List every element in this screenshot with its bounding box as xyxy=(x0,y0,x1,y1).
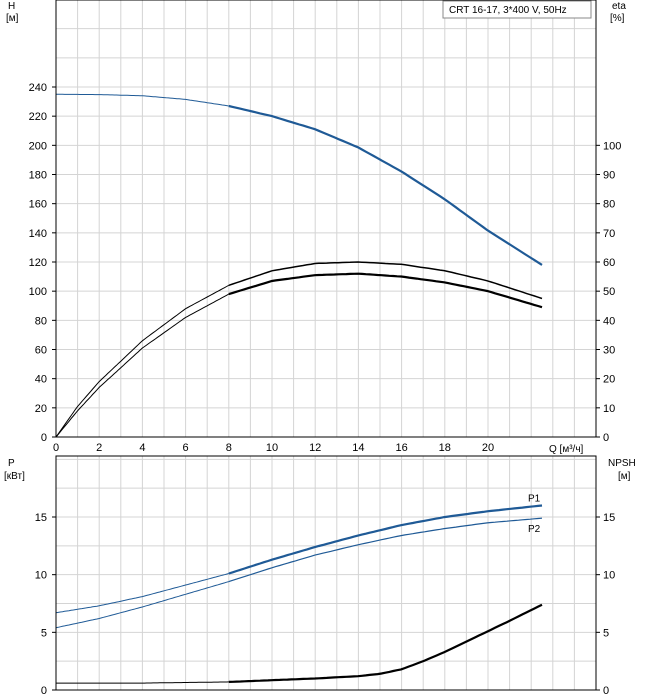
bottom-left-tick-label: 5 xyxy=(41,627,47,639)
top-right-tick-label: 90 xyxy=(603,170,615,182)
x-tick-label: 4 xyxy=(139,442,145,454)
top-right-tick-label: 0 xyxy=(603,432,609,444)
p-axis-title: P xyxy=(8,458,15,469)
npsh-axis-title: NPSH xyxy=(608,458,636,469)
top-left-tick-label: 20 xyxy=(35,403,47,415)
top-right-tick-label: 30 xyxy=(603,345,615,357)
npsh-curve-thin xyxy=(56,681,229,684)
top-left-tick-label: 0 xyxy=(41,432,47,444)
top-right-tick-label: 100 xyxy=(603,140,621,152)
eta-axis-title: eta xyxy=(612,1,626,12)
h-axis-unit: [м] xyxy=(6,13,19,24)
top-left-tick-label: 180 xyxy=(29,170,47,182)
top-right-tick-label: 50 xyxy=(603,286,615,298)
top-left-tick-label: 200 xyxy=(29,140,47,152)
p1-series-label: P1 xyxy=(528,493,541,504)
label-layer: 0204060801001201401601802002202400102030… xyxy=(4,0,636,697)
curve-layer xyxy=(55,93,543,684)
bottom-right-tick-label: 0 xyxy=(603,685,609,697)
top-left-tick-label: 220 xyxy=(29,111,47,123)
x-tick-label: 8 xyxy=(226,442,232,454)
bottom-plot-frame xyxy=(55,455,597,691)
top-left-tick-label: 60 xyxy=(35,345,47,357)
top-right-tick-label: 20 xyxy=(603,374,615,386)
bottom-left-tick-label: 15 xyxy=(35,512,47,524)
p2-series-label: P2 xyxy=(528,524,541,535)
p1-curve-thin xyxy=(55,573,229,614)
top-right-tick-label: 40 xyxy=(603,315,615,327)
top-right-tick-label: 80 xyxy=(603,199,615,211)
eta-curve-lower-thick xyxy=(228,272,543,309)
h-axis-title: H xyxy=(8,1,15,12)
top-right-tick-label: 10 xyxy=(603,403,615,415)
chart-title-box xyxy=(442,0,592,19)
grid-layer xyxy=(55,0,597,691)
eta-curve-lower-thin xyxy=(55,293,230,438)
bottom-left-tick-label: 10 xyxy=(35,570,47,582)
x-tick-label: 0 xyxy=(53,442,59,454)
x-tick-label: 2 xyxy=(96,442,102,454)
eta-axis-unit: [%] xyxy=(610,13,625,24)
x-tick-label: 10 xyxy=(266,442,278,454)
x-tick-label: 6 xyxy=(183,442,189,454)
top-left-tick-label: 120 xyxy=(29,257,47,269)
top-right-tick-label: 60 xyxy=(603,257,615,269)
top-left-tick-label: 160 xyxy=(29,199,47,211)
npsh-axis-unit: [м] xyxy=(618,471,631,482)
top-left-tick-label: 40 xyxy=(35,374,47,386)
top-right-tick-label: 70 xyxy=(603,228,615,240)
q-axis-title: Q [м³/ч] xyxy=(549,444,584,455)
axis-layer xyxy=(52,0,600,691)
top-left-tick-label: 100 xyxy=(29,286,47,298)
bottom-right-tick-label: 5 xyxy=(603,627,609,639)
bottom-left-tick-label: 0 xyxy=(41,685,47,697)
npsh-curve-thick xyxy=(228,603,543,683)
top-plot-frame xyxy=(55,0,597,438)
eta-curve-upper-thin xyxy=(55,284,230,438)
bottom-right-tick-label: 10 xyxy=(603,570,615,582)
x-tick-label: 18 xyxy=(439,442,451,454)
bottom-right-tick-label: 15 xyxy=(603,512,615,524)
x-tick-label: 16 xyxy=(395,442,407,454)
p2-curve-thin xyxy=(55,581,229,629)
p1-curve-thick xyxy=(228,504,543,575)
x-tick-label: 12 xyxy=(309,442,321,454)
p-axis-unit: [кВт] xyxy=(4,471,25,482)
top-left-tick-label: 80 xyxy=(35,315,47,327)
chart-title: CRT 16-17, 3*400 V, 50Hz xyxy=(449,5,567,16)
p2-curve-thick xyxy=(228,517,543,583)
x-tick-label: 14 xyxy=(352,442,364,454)
top-left-tick-label: 240 xyxy=(29,82,47,94)
head-curve-thick xyxy=(228,104,543,266)
head-curve-thin xyxy=(56,93,229,107)
top-left-tick-label: 140 xyxy=(29,228,47,240)
eta-curve-upper-thick xyxy=(228,261,543,300)
x-tick-label: 20 xyxy=(482,442,494,454)
